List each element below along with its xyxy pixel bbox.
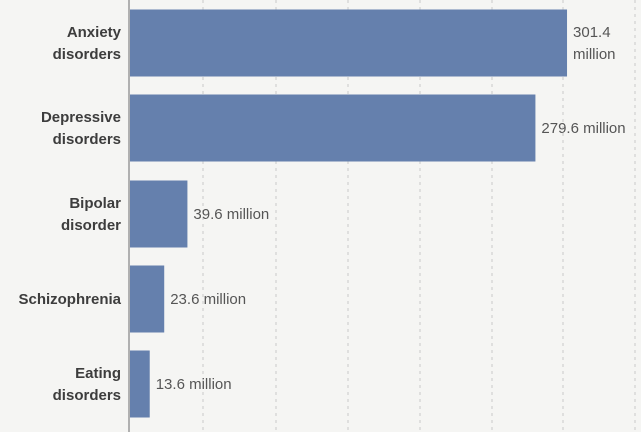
value-label: 279.6 million bbox=[541, 120, 625, 137]
value-labels: 301.4 million 279.6 million 39.6 million 23.… bbox=[156, 24, 626, 393]
category-label: Schizophrenia bbox=[18, 291, 121, 308]
bar bbox=[130, 265, 165, 333]
bars bbox=[130, 9, 568, 418]
category-label: Anxiety disorders bbox=[53, 24, 122, 63]
bar bbox=[130, 94, 536, 162]
bar bbox=[130, 350, 150, 418]
category-label: Depressive disorders bbox=[41, 109, 121, 148]
category-label: Bipolar disorder bbox=[61, 195, 121, 234]
value-label: 13.6 million bbox=[156, 376, 232, 393]
category-label: Eating disorders bbox=[53, 365, 121, 404]
bar bbox=[130, 9, 568, 77]
value-label: 39.6 million bbox=[193, 206, 269, 223]
category-labels: Anxiety disorders Depressive disorders Bipol… bbox=[18, 24, 121, 404]
value-label: 301.4 million bbox=[573, 24, 616, 63]
value-label: 23.6 million bbox=[170, 291, 246, 308]
bar bbox=[130, 180, 188, 248]
